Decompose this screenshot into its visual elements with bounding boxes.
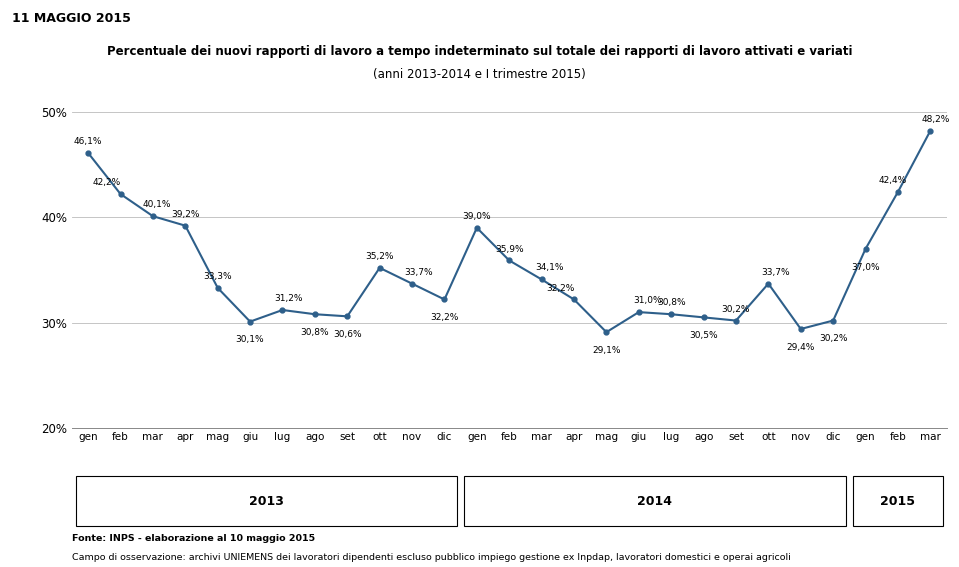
Text: 35,9%: 35,9% — [495, 244, 524, 253]
Text: 29,1%: 29,1% — [592, 346, 620, 355]
Text: 40,1%: 40,1% — [143, 200, 172, 209]
Text: 30,5%: 30,5% — [690, 331, 718, 340]
Text: 42,2%: 42,2% — [92, 178, 121, 187]
Text: 30,8%: 30,8% — [657, 298, 686, 307]
Text: 33,3%: 33,3% — [203, 272, 232, 281]
Text: 2015: 2015 — [880, 495, 916, 507]
Text: 30,1%: 30,1% — [236, 336, 265, 345]
Text: 37,0%: 37,0% — [852, 263, 879, 272]
Text: 35,2%: 35,2% — [365, 252, 394, 261]
Text: 48,2%: 48,2% — [922, 115, 950, 124]
Text: Fonte: INPS - elaborazione al 10 maggio 2015: Fonte: INPS - elaborazione al 10 maggio … — [72, 534, 316, 543]
Text: 30,8%: 30,8% — [300, 328, 329, 337]
Text: 30,6%: 30,6% — [333, 330, 362, 339]
Text: 32,2%: 32,2% — [546, 284, 574, 293]
Text: 33,7%: 33,7% — [761, 268, 789, 277]
Text: 32,2%: 32,2% — [431, 314, 458, 323]
Text: 31,2%: 31,2% — [273, 294, 302, 303]
Text: 2013: 2013 — [248, 495, 284, 507]
Text: 30,2%: 30,2% — [722, 304, 750, 314]
Text: 39,0%: 39,0% — [462, 212, 491, 221]
Text: Percentuale dei nuovi rapporti di lavoro a tempo indeterminato sul totale dei ra: Percentuale dei nuovi rapporti di lavoro… — [106, 45, 853, 58]
Text: 11 MAGGIO 2015: 11 MAGGIO 2015 — [12, 12, 130, 26]
Text: 30,2%: 30,2% — [819, 335, 848, 344]
Text: Campo di osservazione: archivi UNIEMENS dei lavoratori dipendenti escluso pubbli: Campo di osservazione: archivi UNIEMENS … — [72, 553, 790, 562]
Text: 34,1%: 34,1% — [536, 264, 564, 273]
Text: 46,1%: 46,1% — [74, 137, 103, 146]
Text: 31,0%: 31,0% — [633, 296, 662, 305]
Text: 29,4%: 29,4% — [786, 343, 815, 352]
Text: 33,7%: 33,7% — [405, 268, 433, 277]
Text: 42,4%: 42,4% — [878, 176, 906, 185]
Text: 39,2%: 39,2% — [171, 210, 199, 219]
Text: 2014: 2014 — [638, 495, 672, 507]
Text: (anni 2013-2014 e I trimestre 2015): (anni 2013-2014 e I trimestre 2015) — [373, 68, 586, 81]
